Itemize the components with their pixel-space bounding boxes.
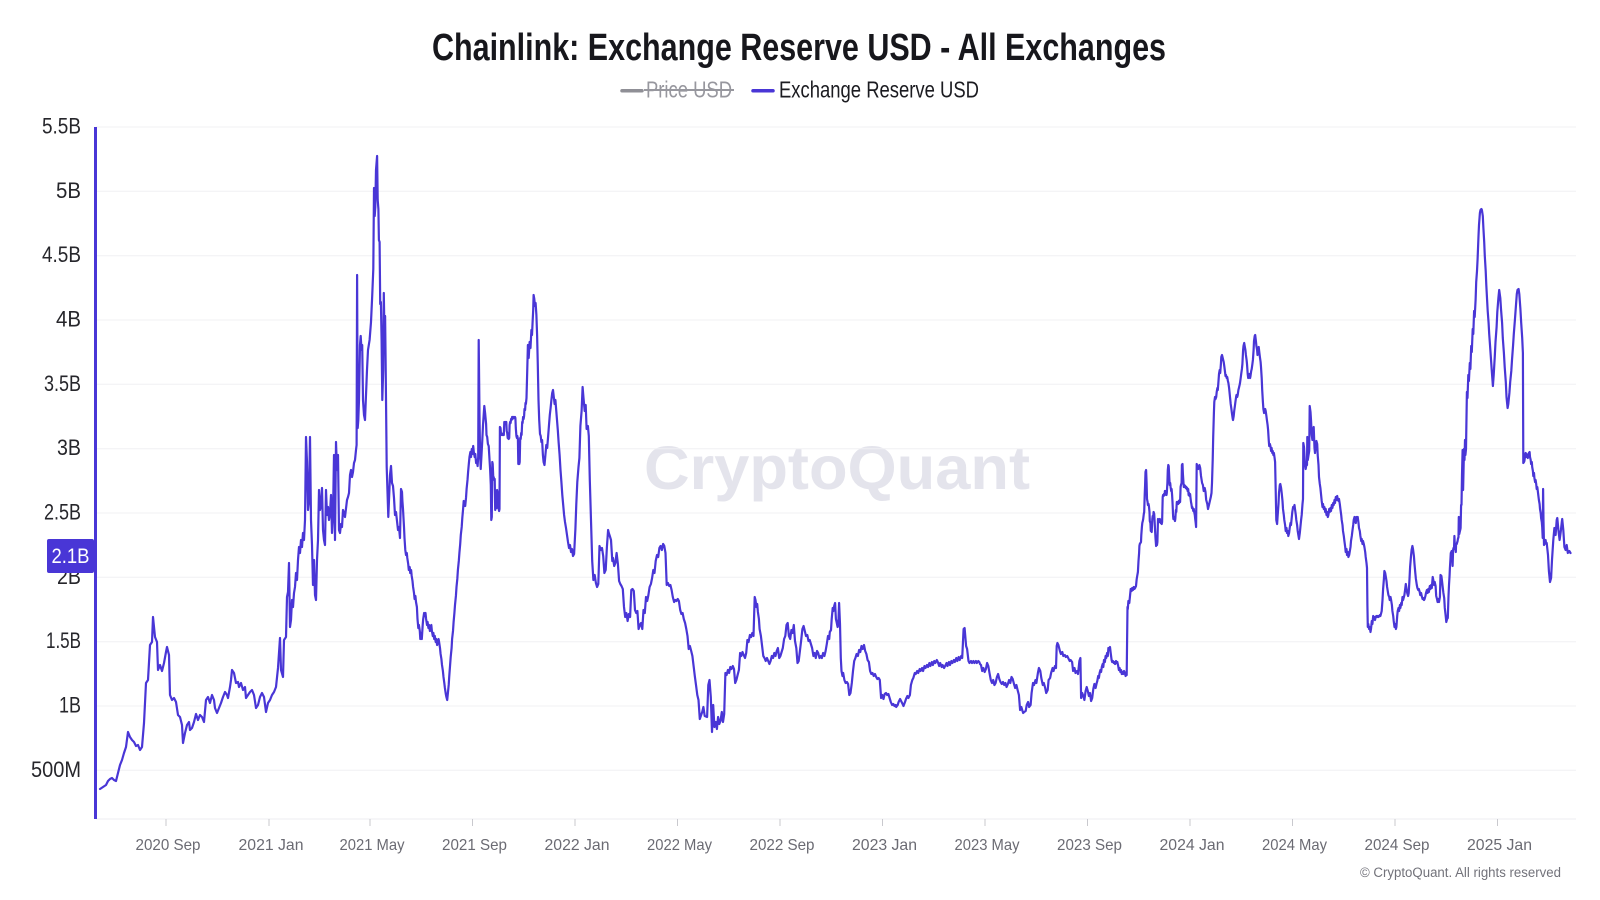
svg-text:1.5B: 1.5B — [46, 628, 81, 653]
svg-text:2023 May: 2023 May — [955, 837, 1020, 854]
svg-text:2021 Jan: 2021 Jan — [239, 837, 304, 854]
svg-text:2022 Sep: 2022 Sep — [750, 837, 815, 854]
svg-text:2022 May: 2022 May — [647, 837, 712, 854]
svg-text:Exchange Reserve USD: Exchange Reserve USD — [779, 77, 979, 103]
svg-text:2.5B: 2.5B — [44, 500, 81, 525]
svg-text:© CryptoQuant. All rights rese: © CryptoQuant. All rights reserved — [1360, 865, 1561, 880]
svg-text:2024 Sep: 2024 Sep — [1365, 837, 1430, 854]
svg-text:2023 Jan: 2023 Jan — [852, 837, 917, 854]
svg-text:1B: 1B — [59, 693, 81, 718]
svg-text:2020 Sep: 2020 Sep — [136, 837, 201, 854]
svg-text:2.1B: 2.1B — [52, 545, 90, 568]
svg-text:2022 Jan: 2022 Jan — [545, 837, 610, 854]
svg-text:2024 Jan: 2024 Jan — [1160, 837, 1225, 854]
svg-text:2021 Sep: 2021 Sep — [442, 837, 507, 854]
svg-text:2025 Jan: 2025 Jan — [1467, 837, 1532, 854]
svg-text:CryptoQuant: CryptoQuant — [644, 434, 1030, 502]
svg-text:Chainlink: Exchange Reserve US: Chainlink: Exchange Reserve USD - All Ex… — [432, 27, 1166, 69]
svg-text:2024 May: 2024 May — [1262, 837, 1327, 854]
svg-text:4B: 4B — [56, 307, 81, 332]
svg-text:4.5B: 4.5B — [42, 242, 81, 267]
svg-text:2023 Sep: 2023 Sep — [1057, 837, 1122, 854]
svg-text:500M: 500M — [31, 757, 81, 782]
svg-text:5.5B: 5.5B — [42, 114, 81, 139]
svg-text:3B: 3B — [57, 435, 81, 460]
svg-text:3.5B: 3.5B — [44, 371, 81, 396]
svg-text:5B: 5B — [56, 178, 81, 203]
svg-text:2021 May: 2021 May — [340, 837, 405, 854]
